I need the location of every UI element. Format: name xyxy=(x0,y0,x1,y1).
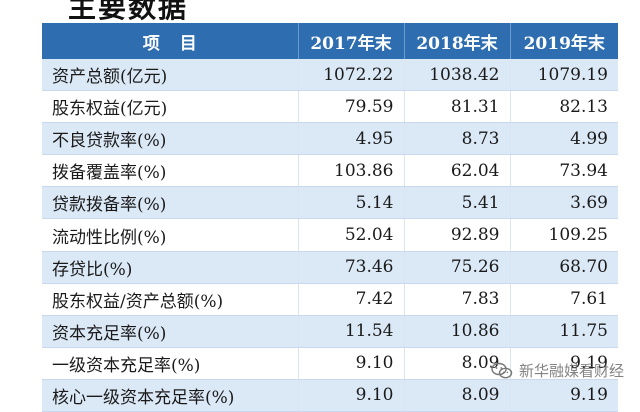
cell-2019: 7.61 xyxy=(510,283,618,316)
data-table: 项目 2017年末 2018年末 2019年末 资产总额(亿元) 1072.22… xyxy=(42,23,618,412)
cell-2017: 9.10 xyxy=(298,347,405,380)
table-row: 股东权益(亿元) 79.59 81.31 82.13 xyxy=(42,90,618,124)
cell-2019: 68.70 xyxy=(510,251,618,284)
cell-2019: 1079.19 xyxy=(510,59,618,92)
table-row: 贷款拨备率(%) 5.14 5.41 3.69 xyxy=(42,186,618,220)
cell-2017: 7.42 xyxy=(298,283,405,316)
row-label: 拨备覆盖率(%) xyxy=(42,154,299,188)
table-row: 资本充足率(%) 11.54 10.86 11.75 xyxy=(42,315,618,348)
cell-2019: 9.19 xyxy=(510,379,618,412)
header-row: 项目 2017年末 2018年末 2019年末 xyxy=(42,23,618,59)
cell-2018: 5.41 xyxy=(404,186,511,220)
cell-2017: 103.86 xyxy=(298,154,405,188)
cell-2017: 52.04 xyxy=(298,218,405,252)
row-label: 股东权益/资产总额(%) xyxy=(42,283,299,316)
header-item: 项目 xyxy=(42,23,299,59)
cell-2018: 8.73 xyxy=(404,122,511,156)
watermark-text: 新华融媒看财经 xyxy=(518,362,624,380)
cell-2018: 8.09 xyxy=(404,347,511,380)
cell-2018: 75.26 xyxy=(404,251,511,284)
cell-2017: 79.59 xyxy=(298,90,405,124)
cell-2019: 82.13 xyxy=(510,90,618,124)
cell-2019: 9.19 xyxy=(510,347,618,380)
table-row: 资产总额(亿元) 1072.22 1038.42 1079.19 xyxy=(42,59,618,92)
cell-2018: 7.83 xyxy=(404,283,511,316)
cell-2019: 73.94 xyxy=(510,154,618,188)
cell-2017: 5.14 xyxy=(298,186,405,220)
cell-2019: 109.25 xyxy=(510,218,618,252)
cell-2018: 10.86 xyxy=(404,315,511,348)
cell-2018: 1038.42 xyxy=(404,59,511,92)
table-row: 股东权益/资产总额(%) 7.42 7.83 7.61 xyxy=(42,283,618,316)
cell-2017: 1072.22 xyxy=(298,59,405,92)
cell-2018: 81.31 xyxy=(404,90,511,124)
cell-2017: 73.46 xyxy=(298,251,405,284)
row-label: 资产总额(亿元) xyxy=(42,59,299,92)
cell-2017: 11.54 xyxy=(298,315,405,348)
row-label: 存贷比(%) xyxy=(42,251,299,284)
table-row: 流动性比例(%) 52.04 92.89 109.25 xyxy=(42,218,618,252)
cell-2019: 11.75 xyxy=(510,315,618,348)
table-row: 不良贷款率(%) 4.95 8.73 4.99 xyxy=(42,122,618,156)
cell-2019: 3.69 xyxy=(510,186,618,220)
table-row: 拨备覆盖率(%) 103.86 62.04 73.94 xyxy=(42,154,618,188)
table-row: 核心一级资本充足率(%) 9.10 8.09 9.19 xyxy=(42,379,618,412)
wechat-icon xyxy=(491,362,513,380)
row-label: 贷款拨备率(%) xyxy=(42,186,299,220)
row-label: 流动性比例(%) xyxy=(42,218,299,252)
cell-2017: 4.95 xyxy=(298,122,405,156)
header-2018: 2018年末 xyxy=(404,23,511,59)
row-label: 一级资本充足率(%) xyxy=(42,347,299,380)
row-label: 资本充足率(%) xyxy=(42,315,299,348)
row-label: 不良贷款率(%) xyxy=(42,122,299,156)
page-title: 主要数据 xyxy=(68,0,189,24)
row-label: 股东权益(亿元) xyxy=(42,90,299,124)
cell-2018: 8.09 xyxy=(404,379,511,412)
cell-2018: 62.04 xyxy=(404,154,511,188)
row-label: 核心一级资本充足率(%) xyxy=(42,379,299,412)
header-2017: 2017年末 xyxy=(298,23,405,59)
table-row: 存贷比(%) 73.46 75.26 68.70 xyxy=(42,251,618,284)
cell-2019: 4.99 xyxy=(510,122,618,156)
header-2019: 2019年末 xyxy=(510,23,618,59)
watermark: 新华融媒看财经 xyxy=(491,360,624,381)
cell-2017: 9.10 xyxy=(298,379,405,412)
table-row: 一级资本充足率(%) 9.10 8.09 9.19 xyxy=(42,347,618,380)
cell-2018: 92.89 xyxy=(404,218,511,252)
